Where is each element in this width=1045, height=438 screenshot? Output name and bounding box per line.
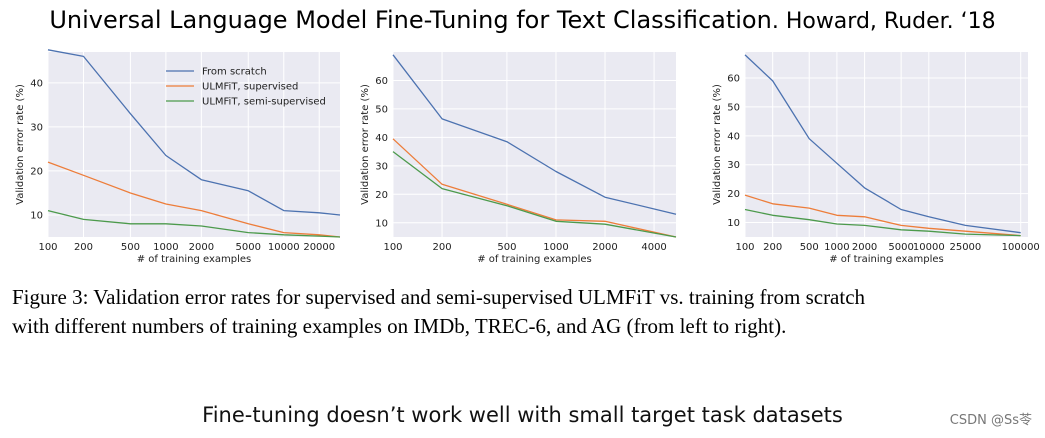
y-tick-label: 10 <box>727 218 740 229</box>
series-line-from-scratch <box>47 49 341 216</box>
y-tick-label: 30 <box>375 161 388 172</box>
y-tick-label: 40 <box>375 133 388 144</box>
chart-trec6: 100 200 500 1000 2000 4000 10 20 30 40 50 60 # of tr… <box>358 52 683 265</box>
x-tick-label: 4000 <box>641 242 666 253</box>
x-tick-label: 2000 <box>592 242 617 253</box>
legend-label-ulmfit-supervised: ULMFiT, supervised <box>202 82 298 93</box>
watermark: CSDN @Ss苓 <box>949 413 1032 428</box>
paper-title: Universal Language Model Fine-Tuning for… <box>49 6 772 34</box>
x-tick-label: 10000 <box>268 242 300 253</box>
x-tick-label: 500 <box>121 242 140 253</box>
y-tick-label: 60 <box>727 74 740 85</box>
caption-line-1: Figure 3: Validation error rates for sup… <box>12 285 866 309</box>
series-line-ulmfit-semi-supervised <box>47 209 341 238</box>
slide-title: Universal Language Model Fine-Tuning for… <box>0 6 1045 34</box>
x-tick-label: 1000 <box>153 242 178 253</box>
x-tick-label: 200 <box>763 242 782 253</box>
x-axis-label: # of training examples <box>477 254 592 265</box>
y-tick-label: 20 <box>375 190 388 201</box>
legend-label-ulmfit-semi-supervised: ULMFiT, semi-supervised <box>202 97 326 108</box>
x-tick-label: 100 <box>735 242 754 253</box>
series-line-ulmfit-supervised <box>47 161 341 238</box>
x-tick-label: 200 <box>74 242 93 253</box>
series-line-ulmfit-supervised <box>744 194 1021 237</box>
chart-svg: 100 200 500 1000 2000 5000 10000 25000 100000 10 2… <box>712 52 1040 265</box>
y-tick-label: 10 <box>375 218 388 229</box>
y-tick-label: 30 <box>727 160 740 171</box>
y-tick-label: 10 <box>30 210 43 221</box>
slide-footer-text: Fine-tuning doesn’t work well with small… <box>202 403 843 427</box>
series-line-ulmfit-semi-supervised <box>392 151 677 238</box>
y-tick-label: 50 <box>727 102 740 113</box>
x-tick-label: 500 <box>800 242 819 253</box>
figure-caption: Figure 3: Validation error rates for sup… <box>12 283 1037 341</box>
y-tick-label: 40 <box>727 131 740 142</box>
x-tick-label: 2000 <box>189 242 214 253</box>
x-tick-label: 10000 <box>913 242 945 253</box>
x-axis-label: # of training examples <box>137 254 252 265</box>
x-tick-label: 1000 <box>824 242 849 253</box>
chart-ag: 100 200 500 1000 2000 5000 10000 25000 100000 10 2… <box>705 52 1040 265</box>
y-tick-label: 20 <box>30 166 43 177</box>
x-tick-label: 2000 <box>852 242 877 253</box>
y-tick-label: 20 <box>727 189 740 200</box>
y-axis-label: Validation error rate (%) <box>15 84 26 205</box>
x-tick-label: 5000 <box>236 242 261 253</box>
series-line-ulmfit-supervised <box>392 138 677 238</box>
y-tick-label: 40 <box>30 78 43 89</box>
x-tick-label: 20000 <box>303 242 335 253</box>
paper-authors: . Howard, Ruder. ‘18 <box>771 9 996 34</box>
x-tick-label: 5000 <box>888 242 913 253</box>
chart-svg: 100 200 500 1000 2000 4000 10 20 30 40 50 60 # of tr… <box>360 52 677 265</box>
x-tick-label: 200 <box>433 242 452 253</box>
y-tick-label: 30 <box>30 122 43 133</box>
y-tick-label: 50 <box>375 104 388 115</box>
plot-area <box>393 52 676 237</box>
chart-svg: 100 200 500 1000 2000 5000 10000 20000 10 20 30 40 #… <box>15 49 341 265</box>
x-tick-label: 500 <box>497 242 516 253</box>
x-tick-label: 100 <box>383 242 402 253</box>
plot-area <box>745 52 1028 237</box>
y-tick-label: 60 <box>375 76 388 87</box>
legend-label-from-scratch: From scratch <box>202 67 267 78</box>
x-axis-label: # of training examples <box>829 254 944 265</box>
y-axis-label: Validation error rate (%) <box>360 84 371 205</box>
x-tick-label: 100 <box>38 242 57 253</box>
x-tick-label: 1000 <box>543 242 568 253</box>
series-line-from-scratch <box>744 54 1021 234</box>
x-tick-label: 25000 <box>949 242 981 253</box>
x-tick-label: 100000 <box>1002 242 1040 253</box>
chart-imdb: 100 200 500 1000 2000 5000 10000 20000 10 20 30 40 #… <box>8 49 348 265</box>
y-axis-label: Validation error rate (%) <box>712 84 723 205</box>
series-line-ulmfit-semi-supervised <box>744 208 1021 237</box>
series-line-from-scratch <box>392 54 677 215</box>
caption-line-2: with different numbers of training examp… <box>12 314 787 338</box>
